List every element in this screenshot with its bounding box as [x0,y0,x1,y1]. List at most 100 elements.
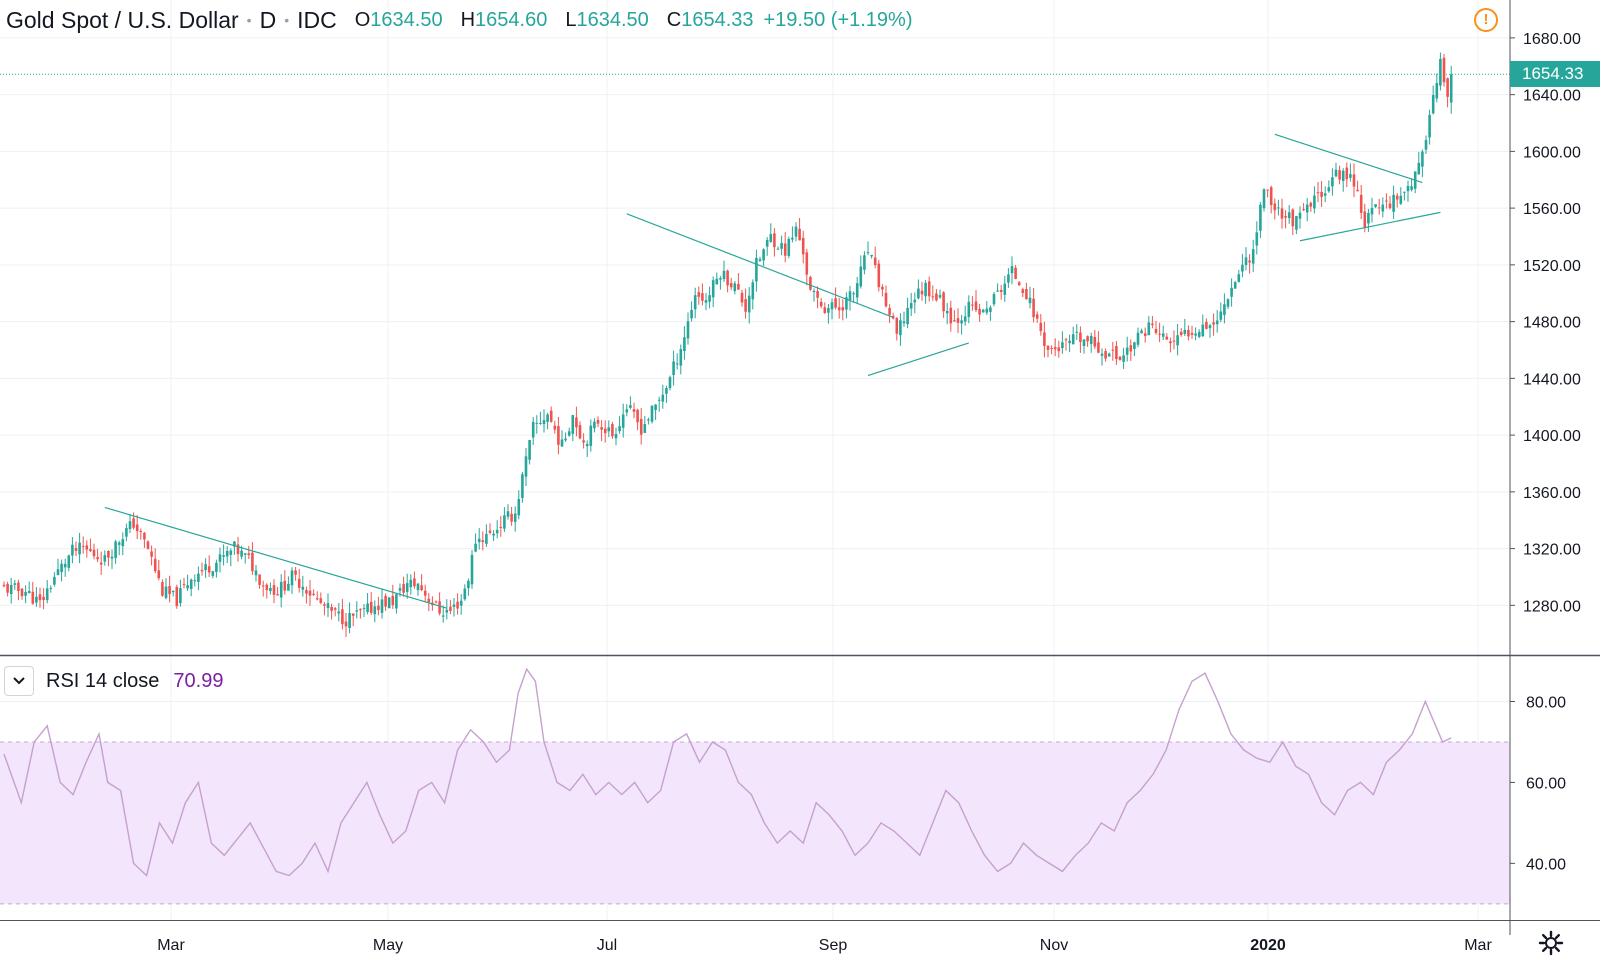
candle-body [384,595,387,607]
candle-series [2,52,1453,638]
candle-body [326,603,330,609]
rsi-label[interactable]: RSI 14 close [46,669,160,692]
candle-body [1341,170,1345,181]
candle-body [600,427,603,430]
candle-body [589,425,593,446]
candle-body [535,422,539,424]
candle-body [686,321,690,339]
last-price-tag: 1654.33 [1510,61,1600,87]
candle-body [6,583,9,593]
candle-body [618,426,621,432]
symbol-name[interactable]: Gold Spot / U.S. Dollar [6,6,239,33]
candle-body [481,540,485,543]
interval[interactable]: D [259,6,277,33]
candle-body [1377,207,1381,209]
exclamation-circle-icon[interactable]: ! [1474,8,1498,32]
candle-body [668,377,672,388]
candle-body [233,541,236,547]
candle-body [1035,314,1039,319]
candle-body [1079,332,1082,343]
candle-body [1122,355,1125,362]
candle-body [917,288,920,299]
candle-body [1449,74,1453,103]
time-tick-label: May [373,937,403,954]
candle-body [834,298,837,308]
candle-body [1313,195,1316,209]
candle-body [1417,162,1421,175]
candle-body [1053,347,1057,350]
candle-body [571,415,575,434]
candle-body [978,308,981,315]
candle-body [870,254,873,257]
change-value: +19.50 (+1.19%) [763,8,913,31]
candle-body [99,562,103,565]
candle-body [225,550,229,557]
candle-body [1093,336,1097,347]
gear-icon[interactable] [1538,930,1564,956]
candle-body [1219,311,1223,320]
candle-body [1395,195,1399,200]
candle-body [1251,249,1255,264]
candle-body [1284,216,1287,218]
candle-body [387,597,391,609]
candle-body [744,299,747,312]
candle-body [1071,334,1075,345]
price-axis[interactable]: 1280.00 1320.00 1360.00 1400.00 1440.00 1480.… [1510,31,1581,615]
candle-body [528,440,531,460]
candle-body [1439,58,1442,86]
candle-body [920,290,924,295]
candle-body [783,243,787,256]
candle-body [1197,331,1201,337]
candle-body [1226,299,1230,307]
candle-body [1406,185,1410,192]
price-tick-label: 1360.00 [1523,485,1581,502]
candle-body [56,569,60,576]
candle-body [607,427,611,432]
candle-body [521,474,524,498]
candle-body [575,417,578,428]
candle-body [1399,195,1403,204]
candle-body [53,576,56,585]
candle-body [866,252,870,254]
candle-body [1345,167,1349,180]
chevron-down-icon[interactable] [4,666,34,696]
candle-body [787,238,791,256]
candle-body [1201,324,1205,337]
candle-body [67,555,71,568]
low-label: L [565,8,577,31]
candle-body [175,586,179,607]
candle-body [1169,341,1172,344]
time-axis[interactable]: Mar May Jul Sep Nov 2020 Mar [157,937,1492,954]
candle-body [1255,232,1259,246]
candle-body [114,541,117,559]
candle-body [1061,342,1064,349]
candle-body [485,533,488,544]
candle-body [546,414,549,422]
candle-body [197,573,200,582]
candle-body [1183,329,1187,334]
candle-body [1125,347,1129,355]
candle-body [287,583,290,591]
time-tick-label: Sep [819,937,848,954]
candle-body [629,405,632,408]
candle-body [737,283,740,290]
candle-body [1176,335,1179,346]
candle-body [355,610,359,612]
candle-body [150,551,153,557]
rsi-value: 70.99 [173,669,224,692]
candle-body [506,511,510,517]
candle-body [1021,289,1025,294]
candle-body [852,293,855,295]
candle-body [1129,345,1133,352]
open-label: O [354,8,371,31]
candle-body [276,594,279,596]
separator-dot: • [246,12,252,28]
candle-body [776,248,780,250]
candle-body [305,590,308,594]
candle-body [2,584,6,587]
candle-body [1442,57,1446,83]
rsi-tick-label: 80.00 [1526,695,1566,712]
candle-body [945,310,949,314]
candle-body [269,587,272,592]
